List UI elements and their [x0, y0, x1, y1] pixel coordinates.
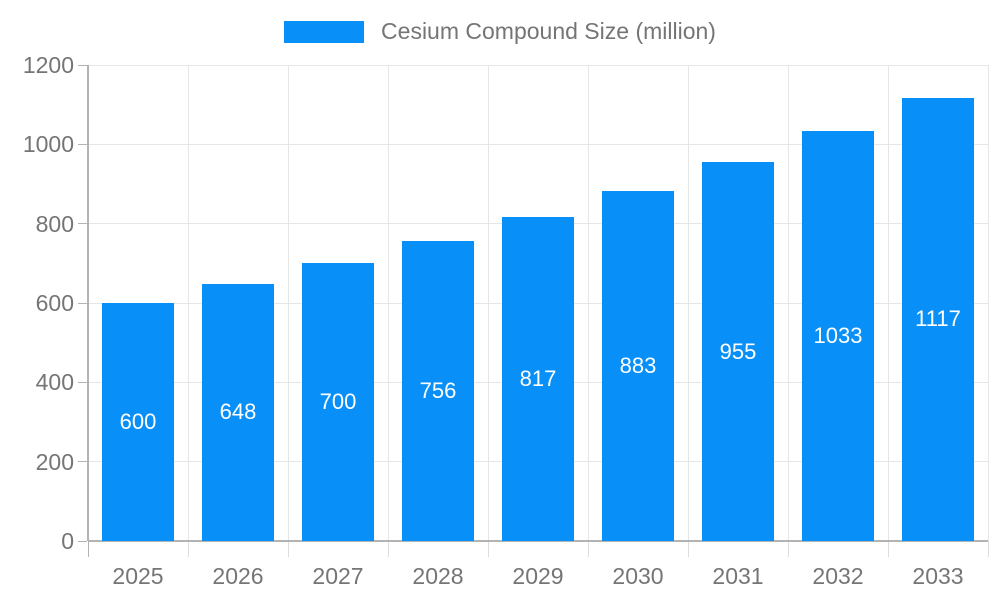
x-axis-label: 2026 [212, 563, 264, 589]
y-axis-tick [78, 143, 87, 145]
x-axis-tick [387, 541, 389, 557]
gridline-vertical [787, 65, 789, 541]
gridline-vertical [987, 65, 989, 541]
y-axis-label: 800 [35, 210, 74, 237]
bar-value-label: 700 [319, 389, 357, 415]
y-axis-label: 1000 [22, 131, 74, 158]
y-axis-label: 600 [35, 290, 74, 316]
bar-2029: 817 [502, 216, 574, 541]
y-axis-line [87, 65, 89, 541]
plot-area: 0 200 400 600 800 1000 1200 600 2025 648 2026 700 20… [23, 54, 989, 588]
x-axis-label: 2028 [412, 563, 464, 589]
gridline-vertical [187, 65, 189, 541]
y-axis-tick [78, 64, 87, 66]
bar-value-label: 648 [219, 399, 257, 425]
y-axis-tick [78, 302, 87, 304]
bar-value-label: 600 [119, 409, 157, 434]
gridline-vertical [287, 65, 289, 541]
y-axis-tick [78, 381, 87, 383]
gridline-horizontal [88, 143, 988, 145]
x-axis-tick [287, 541, 289, 557]
x-axis-label: 2027 [312, 563, 364, 589]
x-axis-label: 2030 [612, 563, 664, 589]
gridline-vertical [487, 65, 489, 541]
bar-value-label: 1117 [915, 306, 961, 332]
bar-2030: 883 [602, 190, 674, 541]
x-axis-tick [987, 541, 989, 557]
y-axis-label: 0 [61, 528, 74, 554]
bar-2032: 1033 [802, 131, 874, 541]
bar-2028: 756 [402, 241, 474, 541]
bar-value-label: 883 [619, 352, 657, 378]
legend: Cesium Compound Size (million) [0, 18, 1000, 45]
y-axis-label: 400 [35, 369, 74, 396]
x-axis-tick [887, 541, 889, 557]
bar-value-label: 817 [519, 365, 557, 391]
x-axis-label: 2025 [112, 563, 164, 589]
y-axis-tick [78, 461, 87, 463]
bar-2027: 700 [302, 263, 374, 541]
bar-value-label: 1033 [813, 323, 863, 349]
x-axis-label: 2029 [512, 563, 564, 589]
x-axis-label: 2033 [912, 563, 964, 589]
x-axis-tick [87, 541, 89, 557]
y-axis-tick [78, 223, 87, 225]
x-axis-label: 2031 [712, 563, 764, 589]
gridline-vertical [687, 65, 689, 541]
y-axis-label: 200 [35, 448, 74, 475]
x-axis-tick [487, 541, 489, 557]
bar-2033: 1117 [902, 97, 974, 541]
y-axis-tick [78, 540, 87, 542]
gridline-vertical [587, 65, 589, 541]
legend-swatch [284, 20, 365, 43]
legend-label: Cesium Compound Size (million) [381, 18, 716, 44]
x-axis-line [88, 540, 988, 542]
x-axis-label: 2032 [812, 563, 864, 589]
x-axis-tick [587, 541, 589, 557]
x-axis-tick [787, 541, 789, 557]
bar-2031: 955 [702, 162, 774, 541]
x-axis-tick [687, 541, 689, 557]
gridline-horizontal [88, 64, 988, 66]
bar-value-label: 756 [419, 378, 457, 404]
y-axis-label: 1200 [22, 52, 74, 78]
gridline-vertical [387, 65, 389, 541]
x-axis-tick [187, 541, 189, 557]
gridline-vertical [887, 65, 889, 541]
bar-2025: 600 [102, 303, 174, 541]
bar-value-label: 955 [719, 338, 757, 364]
bar-2026: 648 [202, 283, 274, 541]
